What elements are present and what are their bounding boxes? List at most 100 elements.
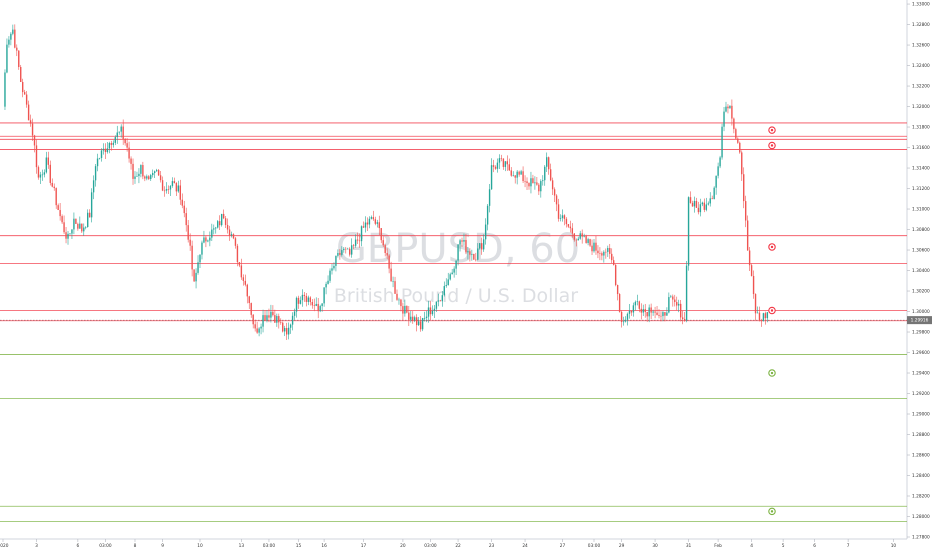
time-tick-label: 30 [652, 543, 658, 549]
candle-body [725, 106, 727, 112]
candle-body [620, 311, 623, 322]
candle-body [96, 158, 99, 167]
candle-body [207, 240, 209, 242]
candle-body [317, 303, 319, 312]
price-tick-label: 1.29200 [912, 391, 930, 397]
candle-body [181, 199, 183, 206]
candle-body [53, 186, 55, 189]
candle-body [161, 180, 164, 191]
candle-body [321, 303, 323, 307]
candle-body [547, 157, 550, 170]
price-tick-label: 1.28800 [912, 432, 930, 438]
candle-body [388, 255, 390, 269]
candle-body [284, 328, 286, 332]
price-tick-label: 1.29000 [912, 412, 930, 418]
candle-body [699, 204, 702, 213]
candle-body [423, 317, 426, 319]
candle-body [540, 181, 542, 192]
candle-body [421, 318, 424, 330]
candle-body [122, 126, 124, 140]
candle-body [488, 189, 491, 206]
candle-body [534, 182, 536, 184]
price-tick-label: 1.30800 [912, 227, 930, 233]
candle-body [345, 248, 347, 250]
candle-body [583, 235, 585, 237]
candle-body [484, 224, 487, 240]
candle-body [380, 228, 382, 241]
candle-body [711, 198, 713, 200]
time-tick-label: 2020 [0, 543, 9, 549]
candle-body [681, 317, 684, 319]
candle-body [43, 172, 46, 175]
candle-body [142, 165, 144, 177]
time-tick-label: 6 [813, 543, 816, 549]
candle-body [475, 259, 477, 261]
candle-body [197, 262, 199, 273]
candle-body [676, 302, 678, 306]
candle-body [506, 161, 509, 165]
candle-body [739, 142, 741, 153]
candle-body [701, 202, 704, 205]
candle-body [522, 171, 524, 182]
candle-body [25, 94, 28, 105]
candle-body [731, 105, 733, 119]
candle-body [41, 174, 44, 176]
candle-body [104, 148, 107, 153]
price-scale[interactable]: 1.33000 1.32800 1.32600 1.32400 1.32200 1.320… [906, 0, 932, 541]
candle-body [299, 300, 302, 304]
time-scale[interactable]: 2020 3 6 03:00 8 9 10 13 03:00 15 16 17 20 03:00 22 23 2… [0, 538, 907, 550]
candle-body [352, 245, 355, 246]
candle-body [81, 223, 83, 232]
candle-body [374, 219, 377, 224]
price-tick-label: 1.30600 [912, 248, 930, 254]
candle-body [87, 212, 89, 228]
candle-body [656, 312, 658, 315]
candle-body [280, 322, 282, 323]
candle-body [431, 310, 434, 315]
candle-body [555, 195, 558, 205]
price-tick-label: 1.32200 [912, 84, 930, 90]
candle-body [425, 316, 428, 318]
candle-body [500, 158, 503, 159]
candle-body [429, 307, 432, 315]
candle-body [14, 29, 16, 48]
candle-body [337, 252, 339, 256]
candle-body [764, 313, 767, 319]
candle-body [569, 226, 572, 229]
candle-body [400, 299, 402, 307]
candle-body [211, 229, 213, 238]
candle-body [402, 306, 404, 314]
candle-body [313, 305, 315, 306]
candle-body [693, 200, 696, 207]
candle-body [439, 300, 442, 302]
candle-body [449, 274, 451, 280]
price-tick-label: 1.32400 [912, 63, 930, 69]
candle-body [691, 202, 694, 207]
candle-body [587, 239, 589, 243]
candle-body [94, 166, 97, 181]
time-tick-label: 03:00 [588, 543, 601, 549]
candle-body [356, 239, 359, 241]
resistance-marker-dot [770, 128, 774, 132]
resistance-marker-dot [770, 309, 774, 312]
candle-body [553, 189, 556, 196]
candle-body [636, 301, 639, 302]
candle-body [607, 247, 609, 252]
candle-body [575, 239, 577, 241]
candle-body [618, 294, 621, 312]
time-tick-label: 24 [522, 543, 528, 549]
candle-body [209, 237, 211, 241]
candle-body [258, 328, 260, 333]
candle-body [471, 253, 473, 255]
candle-body [766, 312, 769, 319]
candle-body [508, 164, 510, 171]
candle-body [106, 148, 109, 153]
candle-body [603, 251, 605, 256]
candle-body [648, 307, 650, 317]
candle-body [23, 92, 26, 95]
candle-body [152, 173, 154, 176]
candle-body [10, 33, 12, 40]
candle-series [4, 24, 769, 341]
